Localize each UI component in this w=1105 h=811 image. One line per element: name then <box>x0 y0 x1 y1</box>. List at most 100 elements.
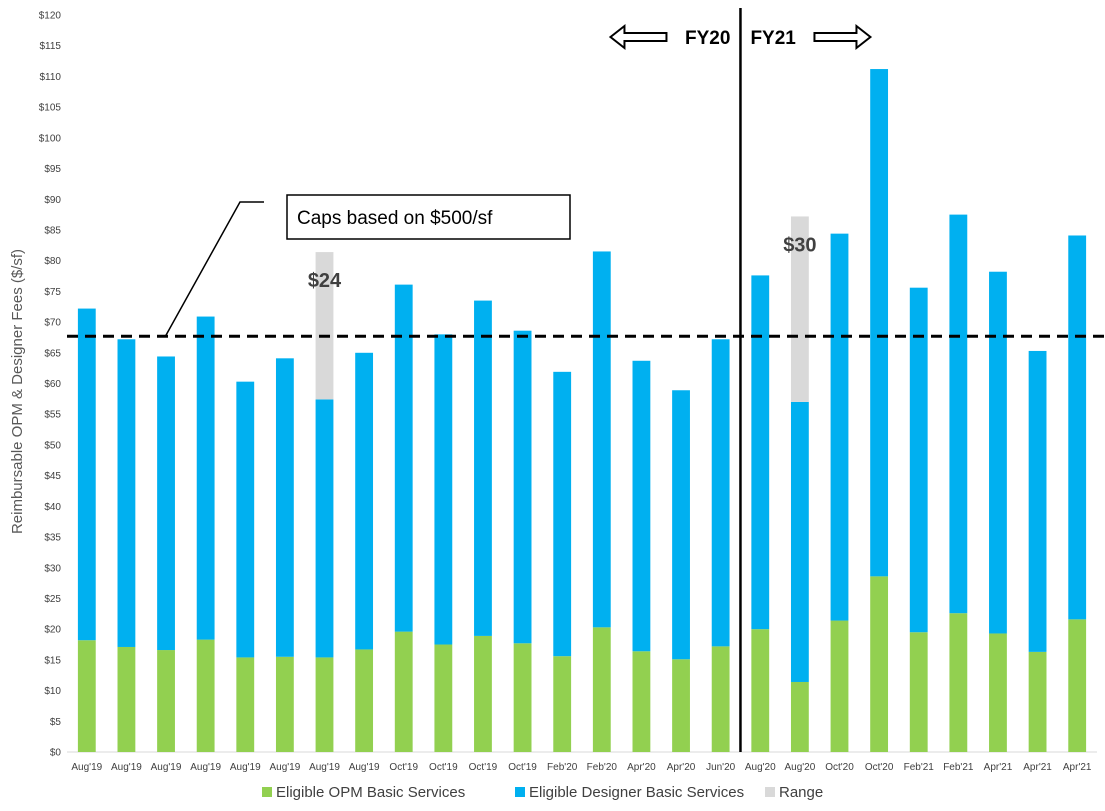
opm-bar <box>632 651 651 752</box>
right-arrow-icon <box>813 23 873 51</box>
designer-bar <box>909 287 928 633</box>
y-tick-label: $120 <box>39 11 62 22</box>
y-tick-label: $55 <box>44 410 61 421</box>
y-tick-label: $0 <box>50 748 62 759</box>
fy20-label-group: FY20 <box>608 23 730 51</box>
designer-bar <box>672 390 690 660</box>
range-bar <box>315 252 334 400</box>
designer-bar <box>830 233 849 621</box>
opm-bar <box>157 650 175 752</box>
y-tick-label: $75 <box>44 287 61 298</box>
x-tick-label: Aug'19 <box>190 762 221 773</box>
designer-bar <box>870 69 889 577</box>
designer-bar <box>117 339 136 647</box>
legend-label: Eligible OPM Basic Services <box>276 784 465 801</box>
callout-box <box>286 194 571 240</box>
x-tick-label: Aug'20 <box>784 762 815 773</box>
y-tick-label: $105 <box>39 103 62 114</box>
x-tick-label: Apr'20 <box>627 762 656 773</box>
designer-bar <box>394 284 413 632</box>
designer-bar <box>989 271 1007 634</box>
fy20-label: FY20 <box>685 28 730 49</box>
opm-bar <box>77 640 96 752</box>
designer-bar <box>474 300 492 636</box>
y-tick-label: $15 <box>44 655 61 666</box>
x-tick-label: Oct'19 <box>429 762 458 773</box>
opm-bar <box>830 620 849 752</box>
opm-bar <box>1068 619 1087 752</box>
x-tick-label: Oct'19 <box>508 762 537 773</box>
opm-bar <box>474 635 492 752</box>
y-tick-label: $70 <box>44 318 61 329</box>
x-tick-label: Oct'19 <box>389 762 418 773</box>
legend: Eligible OPM Basic Services Eligible Desi… <box>262 784 823 801</box>
designer-bar <box>236 381 255 658</box>
opm-bar <box>513 643 532 752</box>
callout: Caps based on $500/sf <box>164 194 571 338</box>
opm-bar <box>394 631 413 752</box>
range-bar <box>790 216 809 402</box>
y-tick-label: $35 <box>44 533 61 544</box>
range-value-label: $30 <box>783 234 816 256</box>
x-tick-label: Apr'20 <box>667 762 696 773</box>
fy21-label-group: FY21 <box>750 23 873 51</box>
opm-bar <box>989 633 1007 752</box>
designer-bar <box>949 214 968 614</box>
x-tick-label: Feb'21 <box>904 762 935 773</box>
y-tick-label: $85 <box>44 225 61 236</box>
y-tick-label: $5 <box>50 717 62 728</box>
designer-bar <box>355 352 374 650</box>
x-tick-label: Aug'19 <box>269 762 300 773</box>
y-tick-label: $25 <box>44 594 61 605</box>
y-axis-title: Reimbursable OPM & Designer Fees ($/sf) <box>9 249 26 534</box>
y-tick-label: $20 <box>44 625 61 636</box>
designer-bar <box>434 334 453 645</box>
opm-bar <box>315 657 334 752</box>
designer-bar <box>553 371 572 657</box>
designer-bar <box>196 316 215 640</box>
y-tick-label: $95 <box>44 164 61 175</box>
legend-swatch <box>515 787 525 797</box>
opm-bar <box>355 649 374 752</box>
x-tick-label: Oct'20 <box>865 762 894 773</box>
designer-bar <box>513 330 532 644</box>
opm-bar <box>553 656 572 752</box>
designer-bar <box>157 356 175 651</box>
fy21-label: FY21 <box>750 28 796 49</box>
x-tick-label: Aug'19 <box>349 762 380 773</box>
left-arrow-icon <box>608 23 668 51</box>
range-value-label: $24 <box>308 270 342 292</box>
x-tick-label: Aug'19 <box>151 762 182 773</box>
designer-bar <box>315 399 334 658</box>
y-tick-label: $30 <box>44 563 61 574</box>
y-tick-label: $10 <box>44 686 61 697</box>
opm-bar <box>711 646 730 752</box>
y-tick-label: $80 <box>44 256 61 267</box>
x-tick-label: Apr'21 <box>1063 762 1092 773</box>
x-tick-label: Feb'21 <box>943 762 974 773</box>
y-tick-label: $50 <box>44 440 61 451</box>
range-labels: $24 $30 <box>308 234 817 292</box>
y-tick-label: $65 <box>44 348 61 359</box>
opm-bar <box>870 576 889 752</box>
designer-bar <box>1068 235 1087 620</box>
legend-swatch <box>262 787 272 797</box>
designer-bar <box>592 251 611 628</box>
designer-bar <box>275 358 294 657</box>
y-tick-label: $110 <box>39 72 61 83</box>
x-tick-label: Aug'19 <box>230 762 261 773</box>
x-tick-label: Oct'19 <box>469 762 498 773</box>
designer-bar <box>790 401 809 682</box>
y-tick-label: $115 <box>39 41 61 52</box>
opm-bar <box>434 644 453 752</box>
y-tick-label: $60 <box>44 379 61 390</box>
opm-bar <box>196 639 215 752</box>
x-tick-label: Feb'20 <box>547 762 578 773</box>
y-tick-label: $45 <box>44 471 61 482</box>
y-tick-label: $40 <box>44 502 61 513</box>
opm-bar <box>1028 651 1047 752</box>
opm-bar <box>592 627 611 752</box>
y-tick-label: $90 <box>44 195 61 206</box>
x-tick-label: Aug'19 <box>71 762 102 773</box>
